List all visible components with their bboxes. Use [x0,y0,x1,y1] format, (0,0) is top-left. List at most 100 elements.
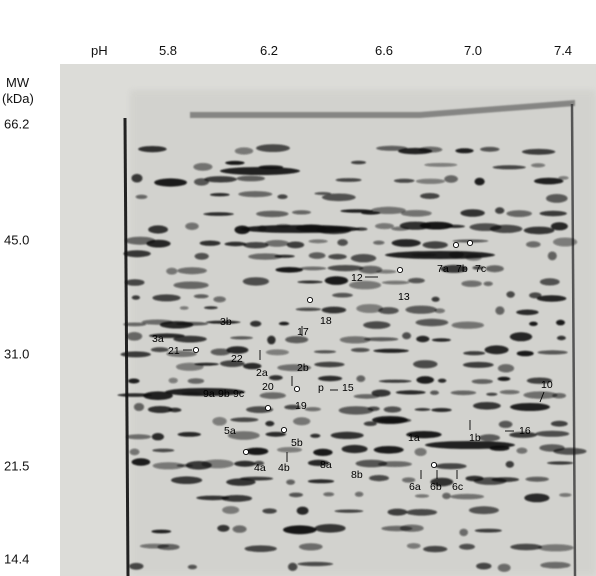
protein-spot [308,252,326,259]
protein-spot [324,276,349,285]
spot-label-9c: 9c [233,388,245,400]
protein-spot [408,277,425,284]
spot-label-7c: 7c [475,263,487,275]
ph-tick-6-2: 6.2 [259,43,279,58]
protein-spot [402,477,416,483]
protein-spot [146,239,171,248]
protein-spot [406,431,442,439]
protein-spot [296,506,309,515]
protein-spot [120,351,151,358]
protein-spot [339,336,371,344]
protein-spot [516,309,539,316]
spot-label-10: 10 [541,379,553,391]
spot-label-8b: 8b [351,469,363,481]
spot-marker [242,448,250,456]
protein-spot [166,350,197,357]
spot-label-22: 22 [231,353,243,365]
protein-spot [213,296,226,303]
protein-spot [415,494,429,498]
protein-spot [451,321,484,329]
protein-spot [415,318,449,327]
protein-spot [171,476,203,485]
protein-spot [506,210,532,218]
protein-spot [524,493,550,503]
protein-spot [416,335,430,343]
protein-spot [546,194,568,203]
protein-spot [462,361,494,368]
protein-spot [131,295,140,300]
protein-spot [230,417,259,423]
protein-spot [185,222,199,230]
protein-spot [129,448,140,456]
protein-spot [399,524,424,532]
protein-spot [277,447,302,453]
protein-spot [210,348,231,356]
protein-spot [275,267,304,273]
protein-spot [313,448,333,456]
protein-spot [430,390,439,395]
protein-spot [125,434,152,440]
protein-spot [529,321,538,326]
protein-spot [244,545,277,552]
protein-spot [402,332,412,340]
protein-spot [283,525,317,535]
protein-spot [550,222,568,231]
protein-spot [236,175,265,182]
protein-spot [539,278,560,286]
protein-spot [523,391,558,399]
label-markers [183,239,545,479]
protein-band [425,441,515,449]
protein-spot [497,563,511,572]
protein-spot [222,506,240,514]
protein-spot [363,337,399,342]
protein-spot [187,378,205,384]
protein-spot [175,321,209,326]
spot-label-2a: 2a [256,367,268,379]
spot-label-21: 21 [168,345,180,357]
protein-spot [537,544,574,552]
mw-tick-66-2: 66.2 [4,116,30,132]
ph-tick-7-0: 7.0 [463,43,483,58]
protein-spot [509,431,537,438]
spot-label-9a: 9a [203,388,215,400]
spot-marker [430,461,438,469]
protein-spot [497,364,515,373]
protein-spot [285,336,309,344]
protein-band [165,388,245,396]
protein-spot [168,407,182,413]
protein-spot [381,280,410,285]
protein-spot [486,392,498,396]
protein-spot [138,146,167,153]
protein-spot [131,173,143,183]
protein-spot [350,347,370,353]
protein-spot [205,320,241,324]
protein-spot [245,447,269,455]
protein-spot [430,477,454,487]
protein-spot [369,475,389,482]
mw-axis-title: MW [6,75,30,90]
protein-spots [117,144,587,572]
protein-spot [556,319,565,326]
protein-spot [256,144,290,153]
protein-spot [314,192,332,195]
protein-spot [332,292,353,298]
protein-spot [509,332,533,342]
protein-spot [187,564,197,570]
protein-spot [510,543,543,551]
protein-spot [516,447,528,454]
protein-spot [242,277,269,286]
protein-spot [259,392,286,399]
protein-spot [267,335,276,345]
protein-spot [536,295,567,302]
protein-spot [239,476,274,481]
protein-spot [334,509,364,513]
protein-spot [133,403,145,411]
protein-spot [193,294,209,299]
protein-spot [243,242,269,249]
protein-spot [349,280,382,290]
protein-spot [468,506,499,515]
protein-spot [405,305,437,314]
protein-spot [314,524,346,533]
protein-spot [310,433,321,438]
